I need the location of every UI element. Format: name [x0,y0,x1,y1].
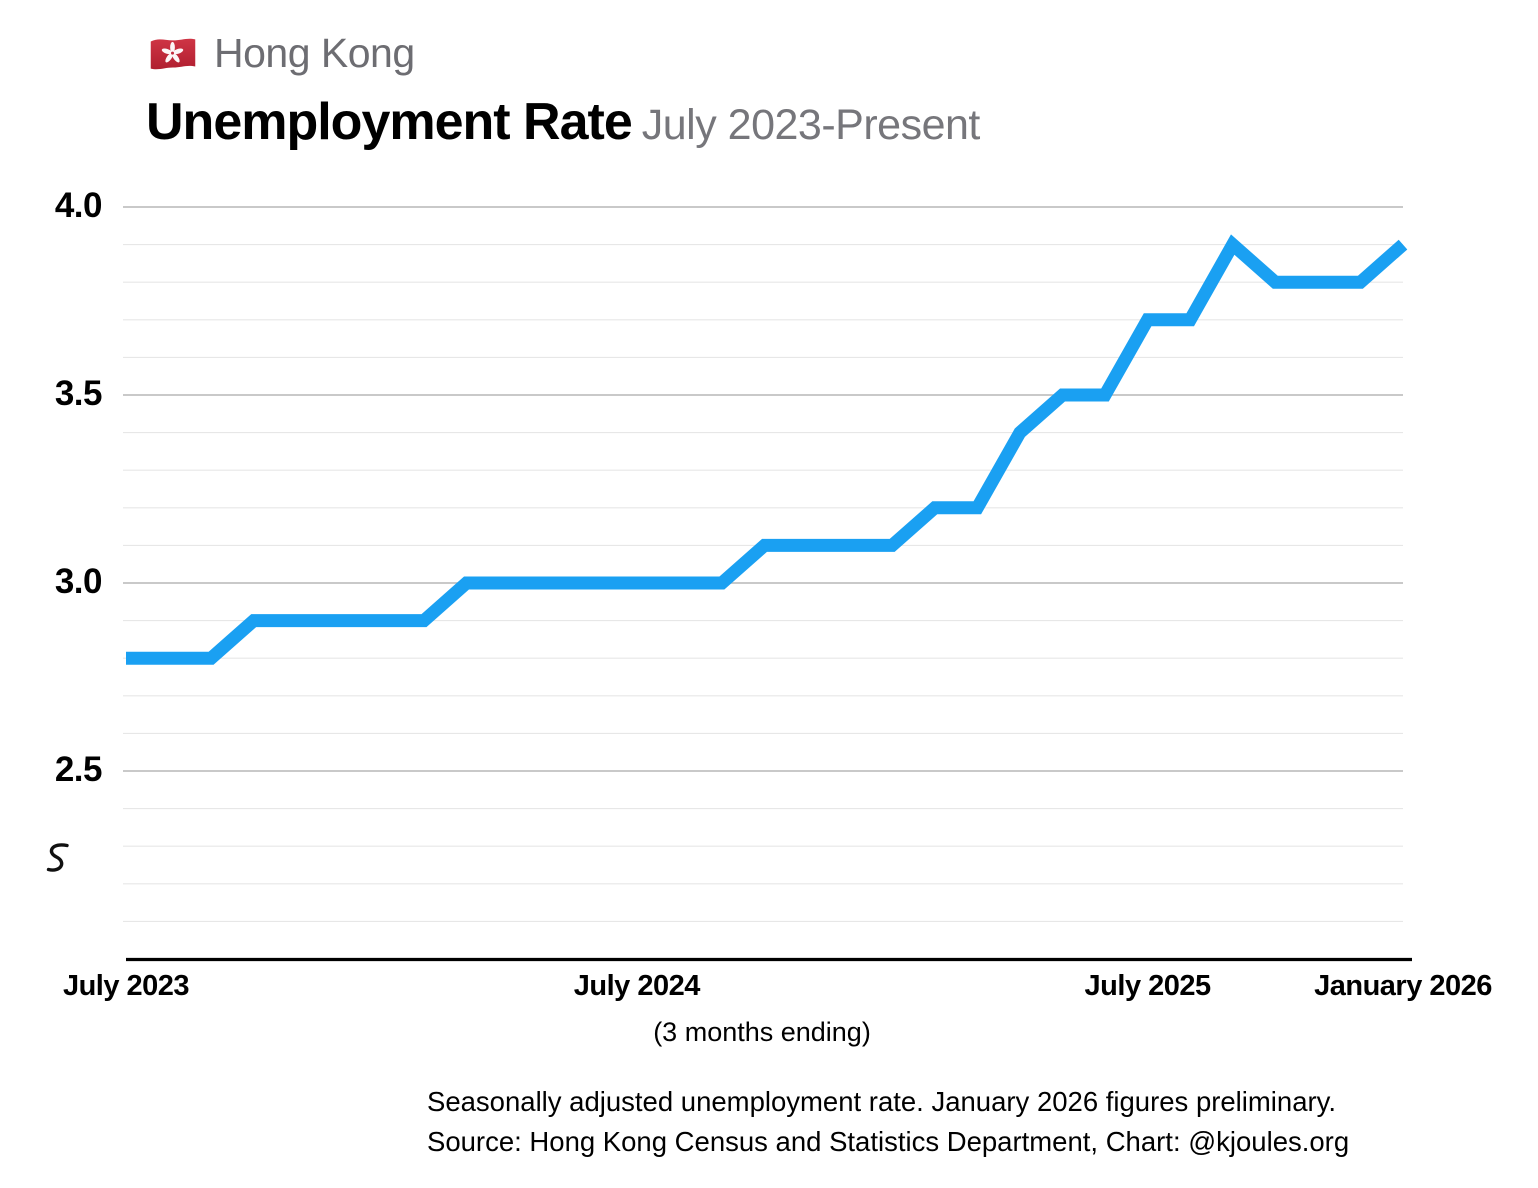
x-tick-label: July 2023 [62,970,190,1002]
x-axis-note: (3 months ending) [653,1017,871,1047]
footnote-line-2: Source: Hong Kong Census and Statistics … [427,1126,1350,1157]
y-tick-label: 3.5 [54,374,103,414]
header-country-row: Hong Kong [148,30,415,77]
country-label: Hong Kong [214,30,415,76]
x-tick-label: January 2026 [1314,970,1492,1002]
axis-break-icon [46,843,69,872]
header-title-row: Unemployment Rate July 2023-Present [146,92,980,152]
chart-footnote: Seasonally adjusted unemployment rate. J… [427,1082,1349,1162]
series-line [126,234,1408,665]
y-tick-label: 3.0 [54,562,103,602]
bauhinia-flower [161,41,184,62]
footnote-line-1: Seasonally adjusted unemployment rate. J… [427,1086,1337,1117]
hong-kong-flag-icon [150,38,196,69]
x-tick-label: July 2024 [573,970,701,1002]
y-tick-label: 4.0 [54,186,103,226]
chart-subtitle: July 2023-Present [641,101,981,149]
y-tick-label: 2.5 [54,750,103,790]
gridlines [123,206,1403,922]
x-tick-label: July 2025 [1084,970,1212,1002]
chart-title: Unemployment Rate [146,93,633,151]
